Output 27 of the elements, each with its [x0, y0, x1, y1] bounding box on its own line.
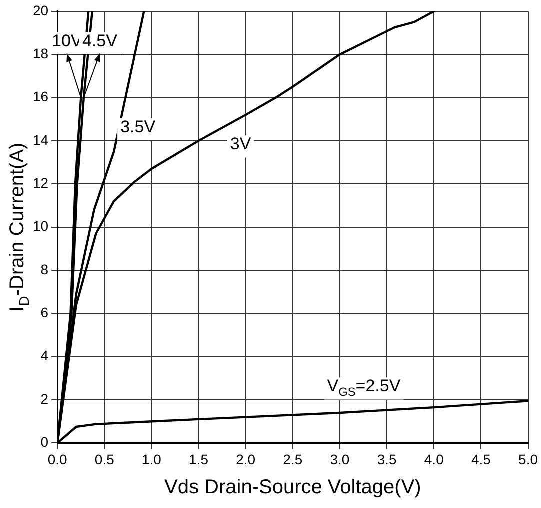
x-tick-label: 1.0 [142, 451, 162, 468]
x-tick-label: 5.0 [518, 451, 538, 468]
y-tick-label: 4 [40, 348, 49, 364]
x-tick-label: 0.5 [94, 451, 115, 468]
x-tick-label: 4.0 [424, 451, 444, 468]
x-tick-label: 3.5 [377, 451, 397, 468]
annotation: 4.5V [82, 31, 118, 50]
x-tick-label: 2.5 [283, 451, 303, 468]
y-tick-label: 12 [32, 174, 49, 191]
x-tick-label: 2.0 [236, 451, 256, 468]
x-tick-label: 0.0 [48, 451, 68, 468]
y-tick-label: 18 [32, 45, 49, 62]
annotation: 3V [230, 134, 252, 154]
y-tick-label: 8 [40, 261, 49, 278]
y-tick-label: 16 [32, 88, 49, 105]
y-tick-label: 6 [40, 304, 49, 321]
y-tick-label: 14 [32, 132, 49, 148]
annotation: 3.5V [120, 117, 156, 136]
y-tick-label: 20 [32, 2, 49, 18]
y-tick-label: 10 [32, 218, 49, 234]
x-axis-title: Vds Drain-Source Voltage(V) [164, 476, 422, 499]
y-tick-label: 2 [40, 390, 49, 407]
y-tick-label: 0 [40, 434, 49, 450]
y-axis-title: ID-Drain Current(A) [6, 142, 32, 312]
x-tick-label: 1.5 [189, 451, 209, 468]
x-tick-label: 3.0 [330, 451, 350, 468]
x-tick-label: 4.5 [471, 451, 492, 468]
